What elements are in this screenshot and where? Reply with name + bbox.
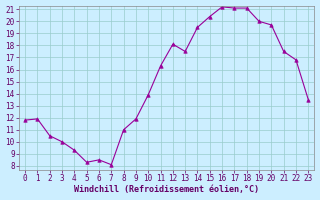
X-axis label: Windchill (Refroidissement éolien,°C): Windchill (Refroidissement éolien,°C) (74, 185, 259, 194)
